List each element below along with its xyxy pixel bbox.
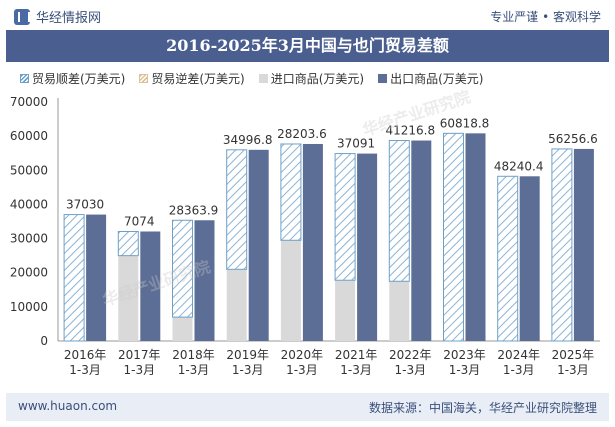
x-tick-label: 1-3月 [123, 363, 155, 377]
x-tick-label: 2021年 [335, 348, 378, 362]
x-tick-label: 2016年 [64, 348, 107, 362]
export-bar [411, 140, 432, 341]
y-tick-label: 20000 [10, 266, 48, 280]
legend-label-surplus: 贸易顺差(万美元) [32, 72, 126, 86]
surplus-data-label: 28363.9 [169, 203, 219, 217]
y-tick-label: 50000 [10, 163, 48, 177]
y-tick-label: 30000 [10, 232, 48, 246]
x-tick-label: 1-3月 [449, 363, 481, 377]
x-tick-label: 1-3月 [557, 363, 589, 377]
y-tick-label: 60000 [10, 129, 48, 143]
footer-site[interactable]: www.huaon.com [18, 399, 118, 413]
surplus-data-label: 37030 [66, 198, 104, 212]
chart-legend: 贸易顺差(万美元) 贸易逆差(万美元) 进口商品(万美元) 出口商品(万美元) [20, 70, 484, 87]
legend-label-deficit: 贸易逆差(万美元) [151, 72, 245, 86]
y-tick-label: 70000 [10, 95, 48, 109]
export-bar [302, 143, 323, 341]
brand-name: 华经情报网 [36, 11, 102, 26]
surplus-bar [443, 132, 464, 342]
surplus-bar [280, 143, 302, 241]
brand-tagline: 专业严谨 • 客观科学 [490, 10, 601, 24]
bar-chart: 0 10000 20000 30000 40000 50000 60000 70000 370… [10, 95, 600, 377]
surplus-data-label: 60818.8 [440, 116, 490, 130]
legend-swatch-import [258, 74, 268, 83]
legend-swatch-deficit [139, 74, 149, 83]
surplus-data-label: 41216.8 [385, 124, 435, 138]
surplus-data-label: 48240.4 [494, 159, 544, 173]
legend-label-import: 进口商品(万美元) [270, 72, 365, 86]
export-bar [248, 149, 269, 341]
surplus-data-label: 56256.6 [548, 132, 598, 146]
title-bar: 2016-2025年3月中国与也门贸易差额 [6, 30, 609, 62]
surplus-bar [117, 230, 139, 257]
x-tick-label: 2019年 [226, 348, 269, 362]
footer: www.huaon.com 数据来源：中国海关，华经产业研究院整理 [6, 393, 609, 421]
surplus-bar [226, 149, 248, 270]
import-bar [389, 281, 410, 341]
legend-item-export[interactable]: 出口商品(万美元) [378, 70, 484, 87]
x-tick-label: 2025年 [552, 348, 595, 362]
surplus-data-label: 34996.8 [223, 133, 273, 147]
surplus-data-label: 37091 [337, 137, 375, 151]
import-bar [335, 280, 356, 341]
x-tick-label: 1-3月 [503, 363, 535, 377]
legend-item-deficit[interactable]: 贸易逆差(万美元) [139, 70, 245, 87]
x-tick-label: 2023年 [443, 348, 486, 362]
top-bar: 华经情报网 专业严谨 • 客观科学 [0, 0, 615, 30]
export-bar [194, 220, 215, 341]
y-tick-label: 0 [40, 334, 48, 348]
x-tick-label: 2020年 [281, 348, 324, 362]
x-tick-label: 2018年 [172, 348, 215, 362]
footer-source: 数据来源：中国海关，华经产业研究院整理 [368, 401, 597, 415]
x-tick-label: 1-3月 [340, 363, 372, 377]
y-tick-label: 10000 [10, 300, 48, 314]
x-tick-label: 1-3月 [69, 363, 101, 377]
import-bar [172, 317, 193, 341]
export-bar [86, 214, 107, 341]
surplus-bar [334, 153, 356, 281]
logo-icon [14, 8, 30, 25]
x-tick-label: 1-3月 [394, 363, 426, 377]
surplus-data-label: 7074 [124, 214, 155, 228]
x-tick-label: 2022年 [389, 348, 432, 362]
x-tick-label: 1-3月 [286, 363, 318, 377]
import-bar [280, 240, 301, 341]
export-bar [573, 148, 594, 341]
y-tick-label: 40000 [10, 197, 48, 211]
export-bar [465, 133, 486, 341]
surplus-bar [63, 214, 85, 342]
brand[interactable]: 华经情报网 [14, 7, 101, 26]
x-tick-label: 2017年 [118, 348, 161, 362]
surplus-bar [497, 175, 519, 342]
x-tick-label: 1-3月 [232, 363, 264, 377]
import-bar [226, 269, 247, 341]
export-bar [140, 231, 161, 341]
surplus-bar [551, 148, 573, 342]
export-bar [357, 153, 378, 341]
x-tick-label: 1-3月 [178, 363, 210, 377]
x-tick-label: 2024年 [497, 348, 540, 362]
legend-item-surplus[interactable]: 贸易顺差(万美元) [20, 70, 125, 87]
surplus-bar [172, 219, 193, 318]
chart-title: 2016-2025年3月中国与也门贸易差额 [166, 36, 449, 55]
surplus-bar [388, 140, 410, 282]
surplus-data-label: 28203.6 [277, 127, 327, 141]
export-bar [519, 176, 540, 341]
import-bar [118, 255, 139, 341]
legend-label-export: 出口商品(万美元) [390, 72, 484, 86]
legend-item-import[interactable]: 进口商品(万美元) [258, 70, 365, 87]
legend-swatch-surplus [20, 74, 29, 83]
legend-swatch-export [378, 74, 388, 83]
